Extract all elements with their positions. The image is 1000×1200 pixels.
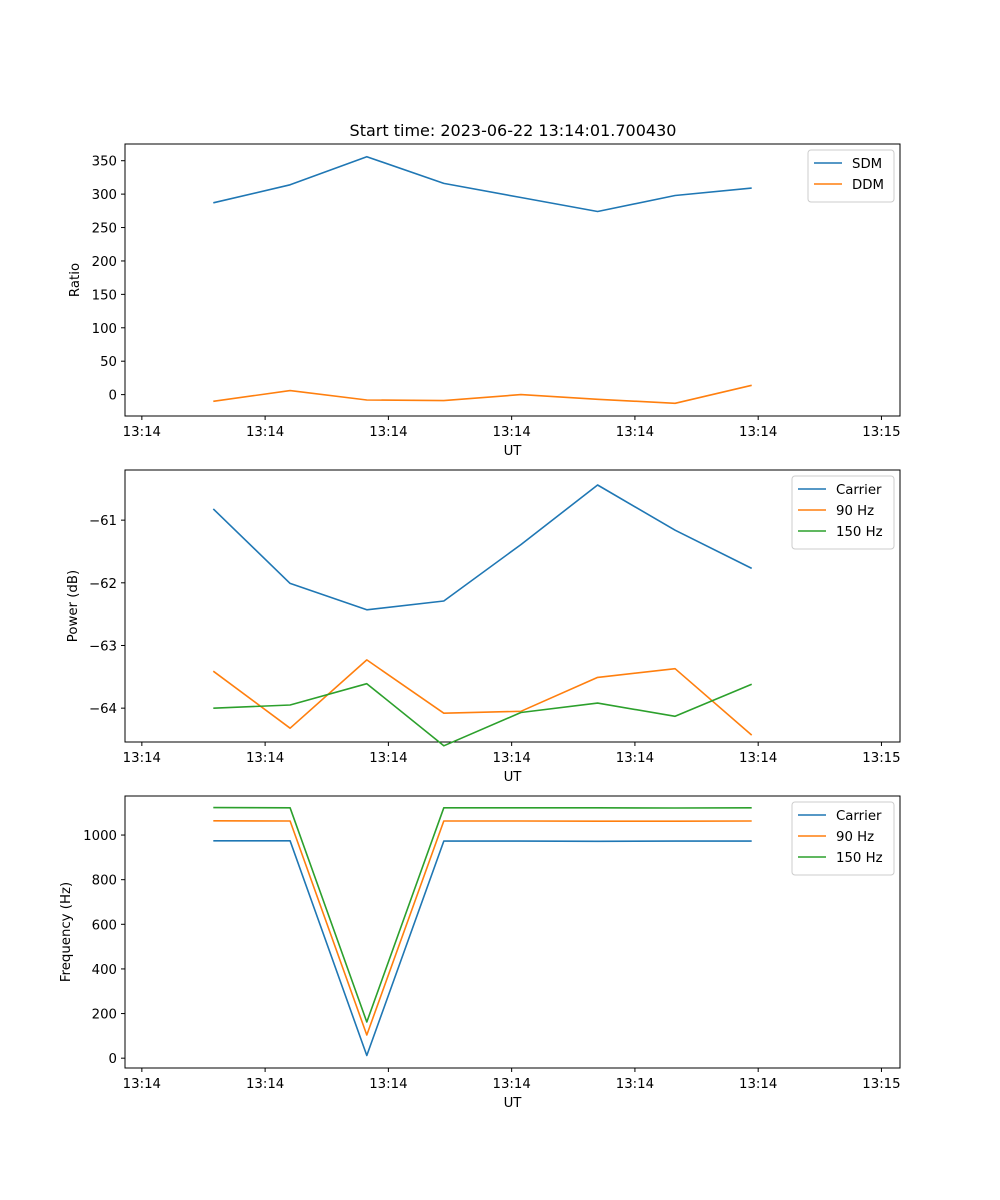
panel-3: 13:14 13:14 13:14 13:14 13:14 13:14 13:15 0 200 4… bbox=[59, 795, 901, 1111]
y-tick-label: 100 bbox=[92, 322, 117, 337]
figure-title: Start time: 2023-06-22 13:14:01.700430 bbox=[350, 121, 677, 140]
y-axis-label: Frequency (Hz) bbox=[59, 882, 74, 982]
x-tick-label: 13:14 bbox=[369, 425, 407, 440]
x-tick-label: 13:14 bbox=[123, 751, 161, 766]
legend-label: 150 Hz bbox=[836, 851, 883, 866]
y-axis-label: Power (dB) bbox=[66, 570, 81, 642]
x-tick-label: 13:14 bbox=[246, 751, 284, 766]
x-tick-label: 13:14 bbox=[616, 751, 654, 766]
legend-label: Carrier bbox=[836, 809, 882, 824]
y-tick-label: −63 bbox=[89, 639, 117, 654]
panel-2: 13:14 13:14 13:14 13:14 13:14 13:14 13:15 −61 −6… bbox=[66, 469, 901, 785]
y-tick-label: 50 bbox=[100, 355, 117, 370]
series-line-carrier bbox=[213, 839, 752, 1057]
y-tick-label: 300 bbox=[92, 188, 117, 203]
x-tick-label: 13:14 bbox=[246, 425, 284, 440]
y-tick-label: 200 bbox=[92, 1008, 117, 1023]
x-tick-label: 13:15 bbox=[862, 1077, 900, 1092]
y-tick-label: 400 bbox=[92, 963, 117, 978]
x-tick-label: 13:14 bbox=[616, 425, 654, 440]
x-tick-label: 13:14 bbox=[492, 1077, 530, 1092]
legend: SDM DDM bbox=[807, 149, 895, 203]
y-tick-label: −61 bbox=[89, 514, 117, 529]
plot-frame bbox=[124, 795, 901, 1069]
y-tick-label: 250 bbox=[92, 222, 117, 237]
x-axis-label: UT bbox=[504, 770, 523, 785]
y-tick-label: 150 bbox=[92, 288, 117, 303]
y-tick-label: −64 bbox=[89, 702, 117, 717]
series-line-carrier bbox=[212, 484, 753, 611]
chart-panels: 13:14 13:14 13:14 13:14 13:14 13:14 13:15 0 50 10… bbox=[59, 143, 901, 1111]
legend-label: 90 Hz bbox=[836, 830, 874, 845]
series-line-150-hz bbox=[213, 806, 752, 1023]
legend: Carrier 90 Hz 150 Hz bbox=[791, 475, 895, 550]
legend: Carrier 90 Hz 150 Hz bbox=[791, 801, 895, 876]
series-line-sdm bbox=[213, 155, 752, 213]
series-line-90-hz bbox=[212, 659, 753, 736]
x-tick-label: 13:15 bbox=[862, 751, 900, 766]
x-axis-label: UT bbox=[504, 444, 523, 459]
x-tick-label: 13:14 bbox=[739, 751, 777, 766]
x-axis-label: UT bbox=[504, 1096, 523, 1111]
panel-1: 13:14 13:14 13:14 13:14 13:14 13:14 13:15 0 50 10… bbox=[68, 143, 901, 459]
legend-label: SDM bbox=[852, 157, 882, 172]
x-tick-label: 13:14 bbox=[492, 751, 530, 766]
series-line-90-hz bbox=[213, 819, 752, 1036]
x-tick-label: 13:14 bbox=[369, 751, 407, 766]
x-tick-label: 13:15 bbox=[862, 425, 900, 440]
y-tick-label: 200 bbox=[92, 255, 117, 270]
x-tick-label: 13:14 bbox=[492, 425, 530, 440]
series-line-150-hz bbox=[213, 682, 753, 747]
x-tick-label: 13:14 bbox=[616, 1077, 654, 1092]
legend-label: DDM bbox=[852, 178, 884, 193]
y-tick-label: 800 bbox=[92, 874, 117, 889]
series-line-ddm bbox=[213, 384, 752, 405]
legend-label: 150 Hz bbox=[836, 525, 883, 540]
y-tick-label: 1000 bbox=[83, 829, 117, 844]
y-tick-label: −62 bbox=[89, 577, 117, 592]
y-tick-label: 350 bbox=[92, 155, 117, 170]
y-axis-label: Ratio bbox=[68, 263, 83, 297]
x-tick-label: 13:14 bbox=[123, 1077, 161, 1092]
y-tick-label: 600 bbox=[92, 918, 117, 933]
y-tick-label: 0 bbox=[109, 1052, 117, 1067]
x-tick-label: 13:14 bbox=[246, 1077, 284, 1092]
x-tick-label: 13:14 bbox=[739, 425, 777, 440]
x-tick-label: 13:14 bbox=[739, 1077, 777, 1092]
x-tick-label: 13:14 bbox=[369, 1077, 407, 1092]
plot-frame bbox=[124, 143, 901, 417]
legend-label: Carrier bbox=[836, 483, 882, 498]
y-tick-label: 0 bbox=[109, 389, 117, 404]
legend-label: 90 Hz bbox=[836, 504, 874, 519]
plot-frame bbox=[124, 469, 901, 743]
x-tick-label: 13:14 bbox=[123, 425, 161, 440]
